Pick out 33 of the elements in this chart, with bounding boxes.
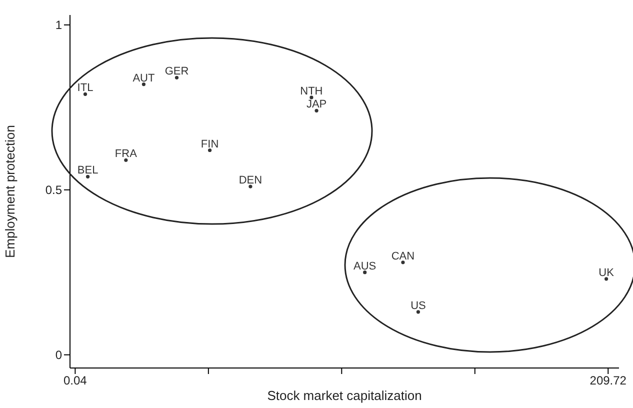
y-tick-label: 0 (55, 348, 62, 362)
series-label: AUT (132, 72, 155, 84)
point (248, 184, 252, 188)
point (174, 76, 179, 80)
point (142, 82, 146, 86)
series-label: NTH (300, 85, 323, 98)
point (416, 310, 420, 314)
point (86, 174, 90, 178)
y-tick-label: 0.5 (45, 183, 62, 198)
series-label: JAP (306, 98, 327, 111)
y-axis-title: Employment protection (2, 125, 18, 258)
point (208, 148, 212, 152)
point (363, 270, 367, 274)
x-tick-label: 0.04 (64, 374, 88, 388)
point (604, 277, 608, 281)
point (314, 108, 318, 112)
series-label: FIN (200, 138, 219, 150)
point (310, 96, 314, 100)
series-label: AUS (354, 260, 376, 272)
series-label: US (410, 300, 426, 312)
series-label: BEL (77, 164, 98, 177)
series-label: CAN (391, 250, 415, 262)
series-label: DEN (238, 174, 262, 187)
x-tick-label: 209.72 (590, 374, 627, 388)
x-axis-title: Stock market capitalization (267, 388, 422, 403)
series-label: GER (164, 66, 189, 78)
y-tick-label: 1 (55, 18, 62, 32)
series-label: ITL (77, 82, 94, 94)
point (401, 260, 405, 264)
series-label: FRA (114, 148, 138, 160)
point (124, 158, 128, 162)
point (83, 92, 88, 96)
series-label: UK (598, 266, 615, 279)
